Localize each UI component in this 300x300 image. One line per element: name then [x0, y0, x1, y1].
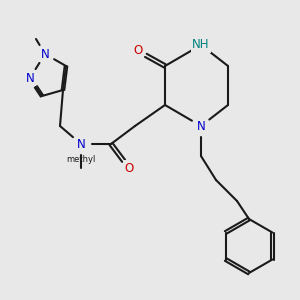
Text: N: N: [40, 47, 50, 61]
Text: O: O: [134, 44, 142, 58]
Text: N: N: [76, 137, 85, 151]
Text: N: N: [26, 71, 34, 85]
Text: N: N: [196, 119, 206, 133]
Text: methyl: methyl: [66, 154, 96, 164]
Text: NH: NH: [192, 38, 210, 52]
Text: O: O: [124, 161, 134, 175]
